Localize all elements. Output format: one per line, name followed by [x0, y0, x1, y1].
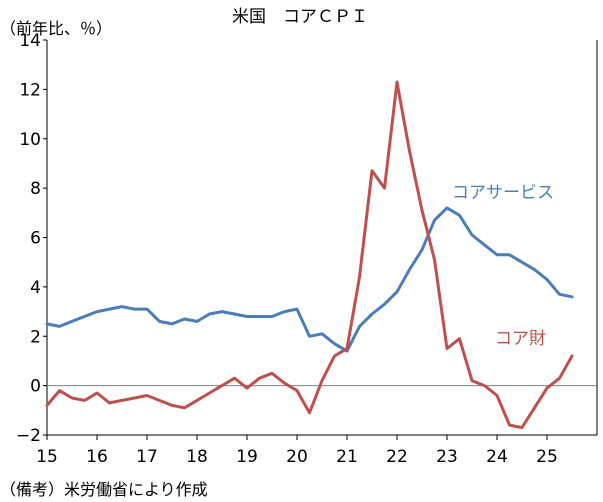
x-tick-label: 18: [186, 447, 208, 467]
x-tick-label: 16: [86, 447, 108, 467]
y-tick-label: 14: [19, 31, 41, 51]
source-note: （備考）米労働省により作成: [0, 480, 208, 499]
series-layer: [45, 80, 574, 430]
y-axis-unit-label: （前年比、％）: [0, 19, 112, 38]
series-label-core-services: コアサービス: [452, 183, 554, 203]
y-tick-label: 4: [30, 278, 41, 298]
x-tick-label: 15: [36, 447, 58, 467]
x-tick-label: 22: [386, 447, 408, 467]
x-tick-label: 17: [136, 447, 158, 467]
x-tick-label: 23: [436, 447, 458, 467]
x-tick-label: 19: [236, 447, 258, 467]
y-tick-label: 12: [19, 80, 41, 100]
y-tick-label: 10: [19, 130, 41, 150]
x-tick-label: 24: [486, 447, 508, 467]
series-line-core-goods: [45, 80, 574, 430]
x-tick-label: 21: [336, 447, 358, 467]
y-tick-label: 6: [30, 229, 41, 249]
x-tick-label: 25: [536, 447, 558, 467]
series-line-core-services: [45, 206, 574, 353]
y-tick-label: 0: [30, 377, 41, 397]
y-tick-label: 2: [30, 327, 41, 347]
chart-title: 米国 コアＣＰＩ: [232, 7, 368, 27]
series-label-core-goods: コア財: [495, 329, 546, 349]
x-tick-label: 20: [286, 447, 308, 467]
y-tick-label: −2: [16, 426, 41, 446]
y-tick-label: 8: [30, 179, 41, 199]
